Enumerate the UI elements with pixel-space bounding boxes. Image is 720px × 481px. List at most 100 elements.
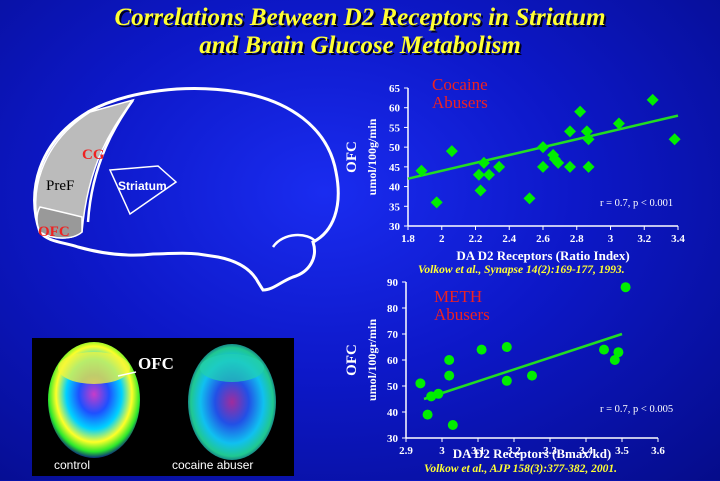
data-point (646, 93, 659, 106)
x-tick-label: 3.6 (651, 445, 665, 457)
data-point (501, 342, 512, 352)
data-point (523, 192, 536, 205)
y-tick-label: 60 (389, 103, 401, 115)
data-point (501, 375, 512, 386)
pet-control-ofc (58, 352, 130, 384)
x-tick-label: 3.2 (507, 445, 521, 457)
y-tick-label: 90 (387, 277, 399, 289)
x-tick-label: 2.4 (502, 233, 516, 245)
data-point (564, 125, 576, 138)
ofc-pointer (117, 371, 137, 377)
ofc-region (36, 206, 83, 239)
data-point (476, 344, 487, 355)
pref-label: PreF (46, 178, 74, 194)
x-tick-label: 3 (608, 233, 614, 245)
x-tick-label: 1.8 (401, 233, 415, 245)
y-tick-label: 70 (387, 329, 399, 341)
y-tick-label: 55 (389, 122, 401, 134)
data-point (415, 378, 426, 389)
y-tick-label: 60 (387, 355, 399, 367)
data-point (444, 370, 455, 381)
pet-image-panel: OFC control cocaine abuser (32, 338, 294, 476)
data-point (574, 105, 587, 118)
data-point (537, 160, 549, 173)
stat-label: r = 0.7, p < 0.001 (600, 198, 673, 209)
data-point (477, 156, 490, 169)
y-tick-label: 65 (389, 83, 401, 95)
x-tick-label: 2.9 (399, 445, 413, 457)
y-tick-label: 40 (387, 407, 399, 419)
meth-scatter-chart: 2.9 3 3.1 3.2 3.3 3.4 3.5 3.6 30 40 50 60 70 80 90 DA D… (344, 277, 673, 461)
data-point (493, 160, 506, 173)
x-tick-label: 3.2 (637, 233, 651, 245)
y-tick-label: 80 (387, 303, 399, 315)
x-tick-label: 2.2 (469, 233, 483, 245)
x-tick-label: 3.3 (543, 445, 557, 457)
data-point (444, 355, 455, 365)
data-point (582, 133, 595, 146)
data-point (599, 344, 609, 355)
cocaine-citation: Volkow et al., Synapse 14(2):169-177, 19… (418, 264, 625, 276)
x-tick-label: 2.8 (570, 233, 584, 245)
cocaine-scatter-chart: 1.8 2 2.2 2.4 2.6 2.8 3 3.2 3.4 30 35 40 45 50 55 60 65 D… (344, 75, 685, 263)
x-tick-label: 3.4 (671, 233, 685, 245)
y-axis-label-main: OFC (344, 344, 360, 376)
data-point (472, 168, 485, 181)
pet-control-caption: control (54, 458, 91, 472)
title-line-2: and Brain Glucose Metabolism (199, 32, 521, 59)
pet-abuser-caption: cocaine abuser (172, 458, 254, 472)
x-tick-label: 2.6 (536, 233, 550, 245)
x-tick-label: 3.4 (579, 445, 593, 457)
title-line-1: Correlations Between D2 Receptors in Str… (114, 4, 606, 31)
striatum-label: Striatum (118, 179, 167, 193)
x-tick-label: 3.1 (471, 445, 485, 457)
x-axis-label: DA D2 Receptors (Bmax/kd) (453, 446, 612, 461)
data-point (552, 156, 565, 169)
pet-scans (48, 342, 276, 460)
meth-citation: Volkow et al., AJP 158(3):377-382, 2001. (424, 463, 618, 475)
data-point (548, 152, 561, 165)
chart-title-line: Abusers (432, 93, 488, 112)
data-point (613, 347, 624, 358)
y-tick-label: 50 (389, 142, 401, 154)
data-point (668, 133, 681, 146)
x-axis-label: DA D2 Receptors (Ratio Index) (456, 248, 629, 263)
slide-title: Correlations Between D2 Receptors in Str… (0, 4, 720, 60)
data-point (433, 388, 444, 399)
y-tick-label: 40 (389, 182, 401, 194)
data-point (564, 160, 576, 173)
y-axis-label-main: OFC (344, 141, 360, 173)
data-point (422, 409, 433, 420)
y-tick-label: 50 (387, 381, 399, 393)
x-tick-label: 3 (439, 445, 445, 457)
chart-title-line: Cocaine (432, 75, 488, 94)
pet-abuser-ofc (200, 354, 264, 382)
striatum-region (108, 165, 178, 216)
chart-title-line: Abusers (434, 305, 490, 324)
y-axis-label-unit: umol/100g/min (365, 118, 379, 195)
y-axis-label-unit: umol/100gr/min (365, 319, 379, 401)
chart-title-line: METH (434, 287, 482, 306)
brain-outline (33, 87, 340, 292)
data-point (537, 141, 549, 154)
data-point (474, 184, 487, 197)
stat-label: r = 0.7, p < 0.005 (600, 404, 673, 415)
x-tick-label: 3.5 (615, 445, 629, 457)
data-point (483, 168, 495, 181)
data-point (582, 160, 595, 173)
data-point (612, 117, 625, 130)
data-point (527, 370, 537, 381)
data-point (580, 125, 593, 138)
cg-label: CG (82, 147, 105, 163)
pet-ofc-label: OFC (138, 354, 174, 373)
ofc-region-label: OFC (38, 224, 70, 240)
trend-line (423, 332, 623, 401)
y-tick-label: 30 (389, 221, 401, 233)
data-point (430, 196, 443, 209)
cingulate-line (86, 99, 135, 223)
data-point (447, 420, 458, 430)
data-point (609, 355, 620, 365)
data-point (620, 282, 631, 293)
data-point (415, 164, 428, 177)
data-point (445, 145, 458, 158)
